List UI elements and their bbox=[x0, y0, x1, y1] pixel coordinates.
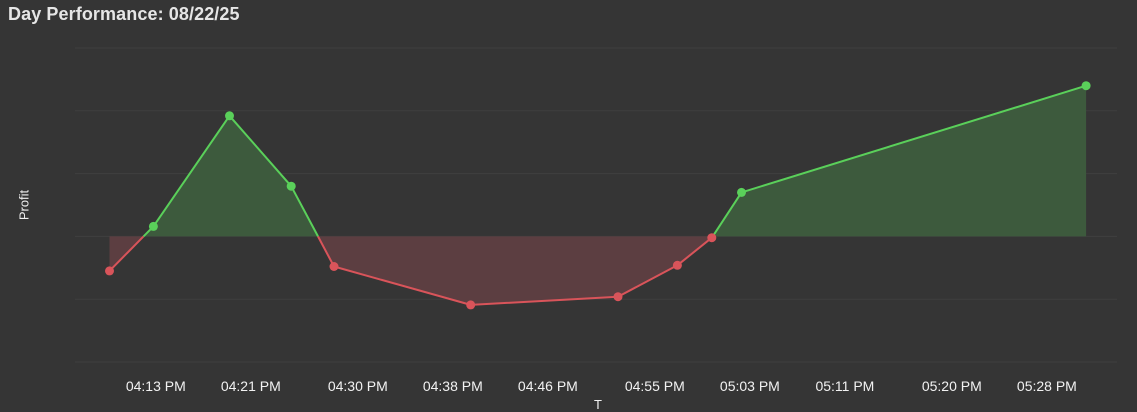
negative-area-2 bbox=[318, 236, 713, 305]
positive-area-1 bbox=[143, 115, 318, 237]
data-point bbox=[466, 300, 476, 310]
x-tick-label: 04:21 PM bbox=[221, 378, 281, 394]
data-point bbox=[1081, 81, 1091, 91]
data-point bbox=[148, 221, 158, 231]
area-fills bbox=[109, 85, 1087, 305]
data-point bbox=[286, 181, 296, 191]
x-tick-label: 04:46 PM bbox=[518, 378, 578, 394]
x-tick-label: 04:30 PM bbox=[328, 378, 388, 394]
data-point bbox=[225, 111, 234, 121]
positive-area-3 bbox=[712, 85, 1087, 237]
x-tick-label: 05:11 PM bbox=[815, 378, 874, 394]
negative-line-0 bbox=[108, 235, 145, 272]
x-tick-label: 04:55 PM bbox=[625, 378, 685, 394]
x-tick-label: 05:28 PM bbox=[1017, 378, 1077, 394]
data-point bbox=[613, 292, 623, 302]
x-tick-label: 04:38 PM bbox=[423, 378, 483, 394]
x-tick-label: 04:13 PM bbox=[126, 378, 186, 394]
x-tick-label: 05:20 PM bbox=[922, 378, 982, 394]
data-point bbox=[105, 266, 114, 276]
data-points bbox=[105, 81, 1091, 310]
x-tick-label: 05:03 PM bbox=[720, 378, 780, 394]
data-point bbox=[672, 260, 682, 270]
x-tick-labels: 04:13 PM 04:21 PM 04:30 PM 04:38 PM 04:46 PM… bbox=[126, 378, 1077, 394]
data-point bbox=[707, 233, 717, 243]
data-point bbox=[329, 262, 339, 271]
chart-title: Day Performance: 08/22/25 bbox=[8, 4, 240, 24]
data-point bbox=[737, 187, 746, 197]
